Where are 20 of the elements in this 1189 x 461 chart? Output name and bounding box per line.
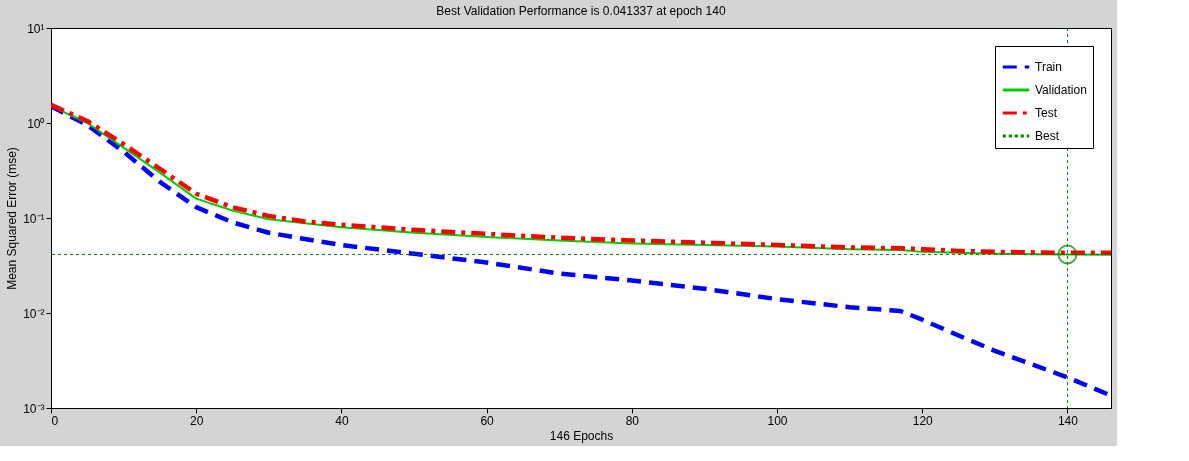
x-tick-label: 140 [1057, 413, 1079, 428]
legend-label: Validation [1035, 83, 1087, 97]
x-tick-label: 100 [767, 413, 788, 428]
y-axis-title: Mean Squared Error (mse) [5, 147, 20, 290]
chart-title: Best Validation Performance is 0.041337 at epoch 140 [436, 4, 726, 18]
x-tick-label: 60 [480, 413, 495, 428]
x-tick-label: 120 [912, 413, 934, 428]
legend-label: Best [1035, 129, 1060, 143]
x-tick-label: 20 [190, 413, 204, 428]
x-tick-label: 40 [335, 413, 349, 428]
legend-label: Train [1035, 60, 1062, 74]
legend-label: Test [1035, 106, 1058, 120]
y-tick-label: 10⁻³ [23, 401, 45, 416]
y-tick-label: 10⁻² [23, 306, 45, 321]
x-axis-title: 146 Epochs [549, 428, 614, 443]
x-tick-label: 0 [51, 413, 59, 428]
y-tick-label: 10¹ [27, 21, 45, 36]
x-tick-label: 80 [625, 413, 640, 428]
y-tick-label: 10⁰ [27, 116, 45, 131]
y-tick-label: 10⁻¹ [23, 211, 45, 226]
